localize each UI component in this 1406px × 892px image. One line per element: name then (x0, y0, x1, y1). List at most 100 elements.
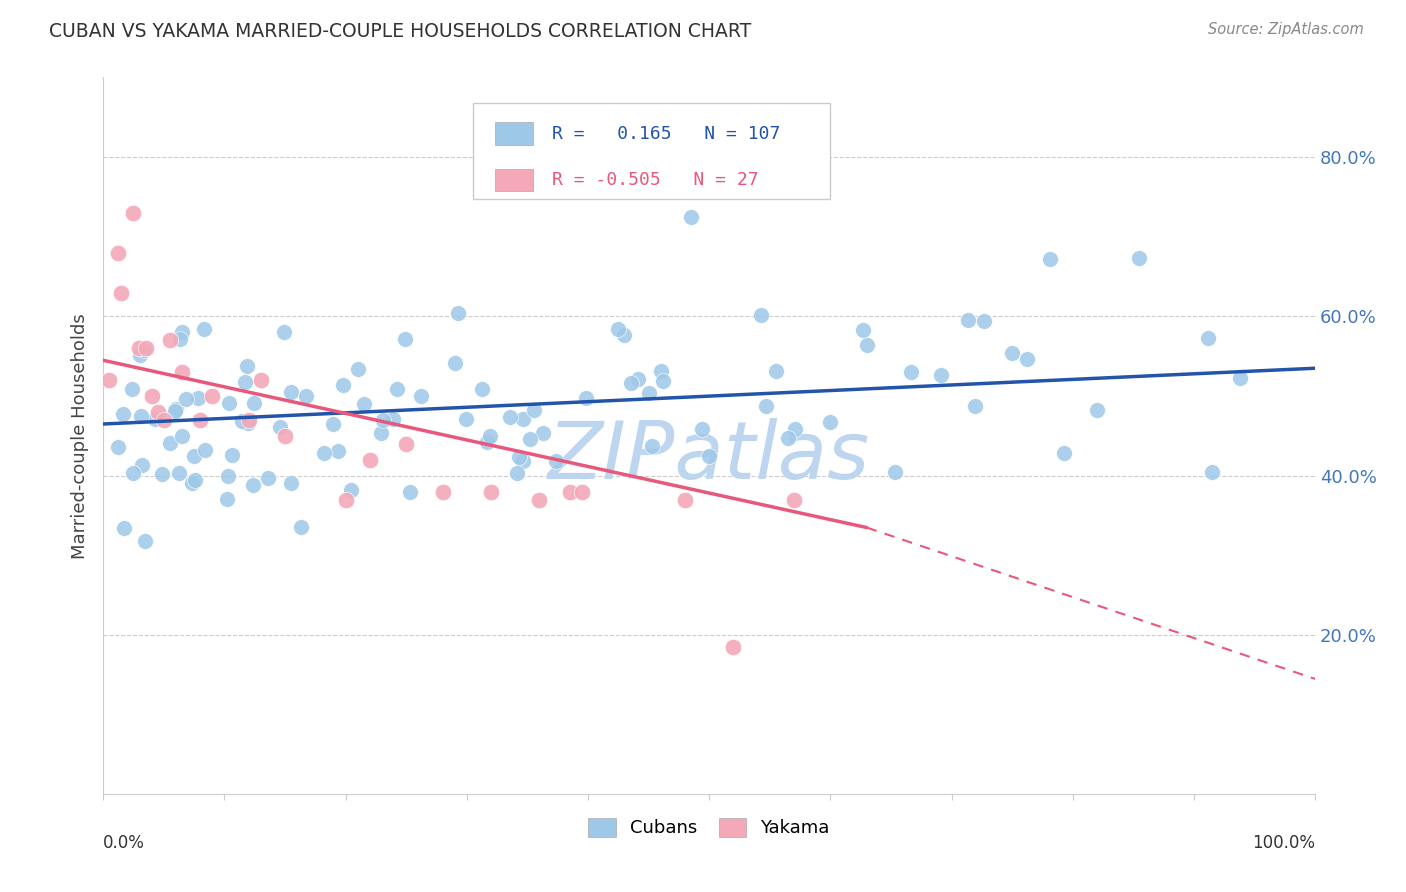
Point (620, 376, 643, 390)
Point (236, 359, 259, 373)
Point (273, 325, 295, 339)
Point (188, 413, 211, 427)
Point (900, 366, 922, 380)
Point (170, 365, 193, 379)
FancyBboxPatch shape (472, 103, 831, 199)
Point (679, 210, 702, 224)
Point (150, 467, 173, 481)
Point (1229, 370, 1251, 384)
Bar (495, 169, 533, 192)
Point (122, 466, 145, 480)
Point (170, 325, 193, 339)
Point (444, 355, 467, 369)
Point (165, 404, 187, 418)
Point (238, 413, 260, 427)
Point (249, 373, 271, 387)
Point (280, 384, 302, 399)
Point (359, 453, 381, 467)
Point (571, 484, 593, 499)
Point (641, 439, 664, 453)
Point (128, 341, 150, 355)
Point (1001, 346, 1024, 360)
Text: Source: ZipAtlas.com: Source: ZipAtlas.com (1208, 22, 1364, 37)
Y-axis label: Married-couple Households: Married-couple Households (72, 313, 89, 558)
Text: ZIPatlas: ZIPatlas (548, 418, 870, 497)
Point (194, 442, 217, 457)
Point (638, 386, 661, 401)
Point (373, 413, 395, 427)
Point (201, 389, 224, 403)
Point (856, 338, 879, 352)
Point (112, 407, 135, 421)
Point (217, 468, 239, 483)
Point (852, 322, 875, 336)
Point (1085, 403, 1108, 417)
Point (218, 396, 240, 410)
Point (1039, 252, 1062, 267)
Text: CUBAN VS YAKAMA MARRIED-COUPLE HOUSEHOLDS CORRELATION CHART: CUBAN VS YAKAMA MARRIED-COUPLE HOUSEHOLD… (49, 22, 751, 41)
Text: 0.0%: 0.0% (103, 834, 145, 852)
Point (973, 314, 995, 328)
Point (183, 449, 205, 463)
Point (152, 413, 174, 427)
Point (479, 484, 502, 499)
Point (506, 467, 529, 481)
Point (233, 376, 256, 390)
Point (723, 640, 745, 654)
Point (409, 389, 432, 403)
Point (122, 206, 145, 220)
Point (141, 389, 163, 403)
Point (512, 453, 534, 467)
Bar (495, 122, 533, 145)
Point (131, 458, 153, 472)
Point (110, 285, 132, 300)
Point (180, 475, 202, 490)
Point (1197, 331, 1219, 345)
Point (399, 485, 422, 500)
Point (479, 429, 502, 443)
Point (159, 334, 181, 348)
Point (128, 348, 150, 362)
Point (673, 492, 696, 507)
Point (931, 368, 953, 383)
Text: R =   0.165   N = 107: R = 0.165 N = 107 (551, 125, 780, 143)
Point (385, 382, 408, 396)
Text: R = -0.505   N = 27: R = -0.505 N = 27 (551, 171, 758, 189)
Point (607, 321, 630, 335)
Point (957, 312, 980, 326)
Point (146, 405, 169, 419)
Point (519, 432, 541, 446)
Point (818, 415, 841, 429)
Point (134, 533, 156, 548)
Point (107, 441, 129, 455)
Point (529, 492, 551, 507)
Point (143, 411, 166, 425)
Point (174, 392, 197, 406)
Point (322, 417, 344, 431)
Point (236, 416, 259, 430)
Point (778, 431, 800, 445)
Point (651, 375, 673, 389)
Point (783, 492, 806, 507)
Point (326, 444, 349, 458)
Point (456, 412, 478, 426)
Text: 100.0%: 100.0% (1253, 834, 1315, 852)
Point (512, 411, 534, 425)
Point (314, 446, 336, 460)
Point (1015, 352, 1038, 367)
Point (169, 467, 191, 481)
Point (131, 409, 153, 424)
Point (332, 378, 354, 392)
Point (522, 402, 544, 417)
Point (135, 341, 157, 355)
Point (165, 401, 187, 416)
Point (231, 414, 253, 428)
Point (627, 372, 650, 386)
Point (274, 429, 297, 443)
Point (783, 422, 806, 436)
Point (98, 373, 121, 387)
Point (395, 437, 418, 451)
Point (697, 449, 720, 463)
Point (170, 429, 193, 443)
Point (217, 492, 239, 507)
